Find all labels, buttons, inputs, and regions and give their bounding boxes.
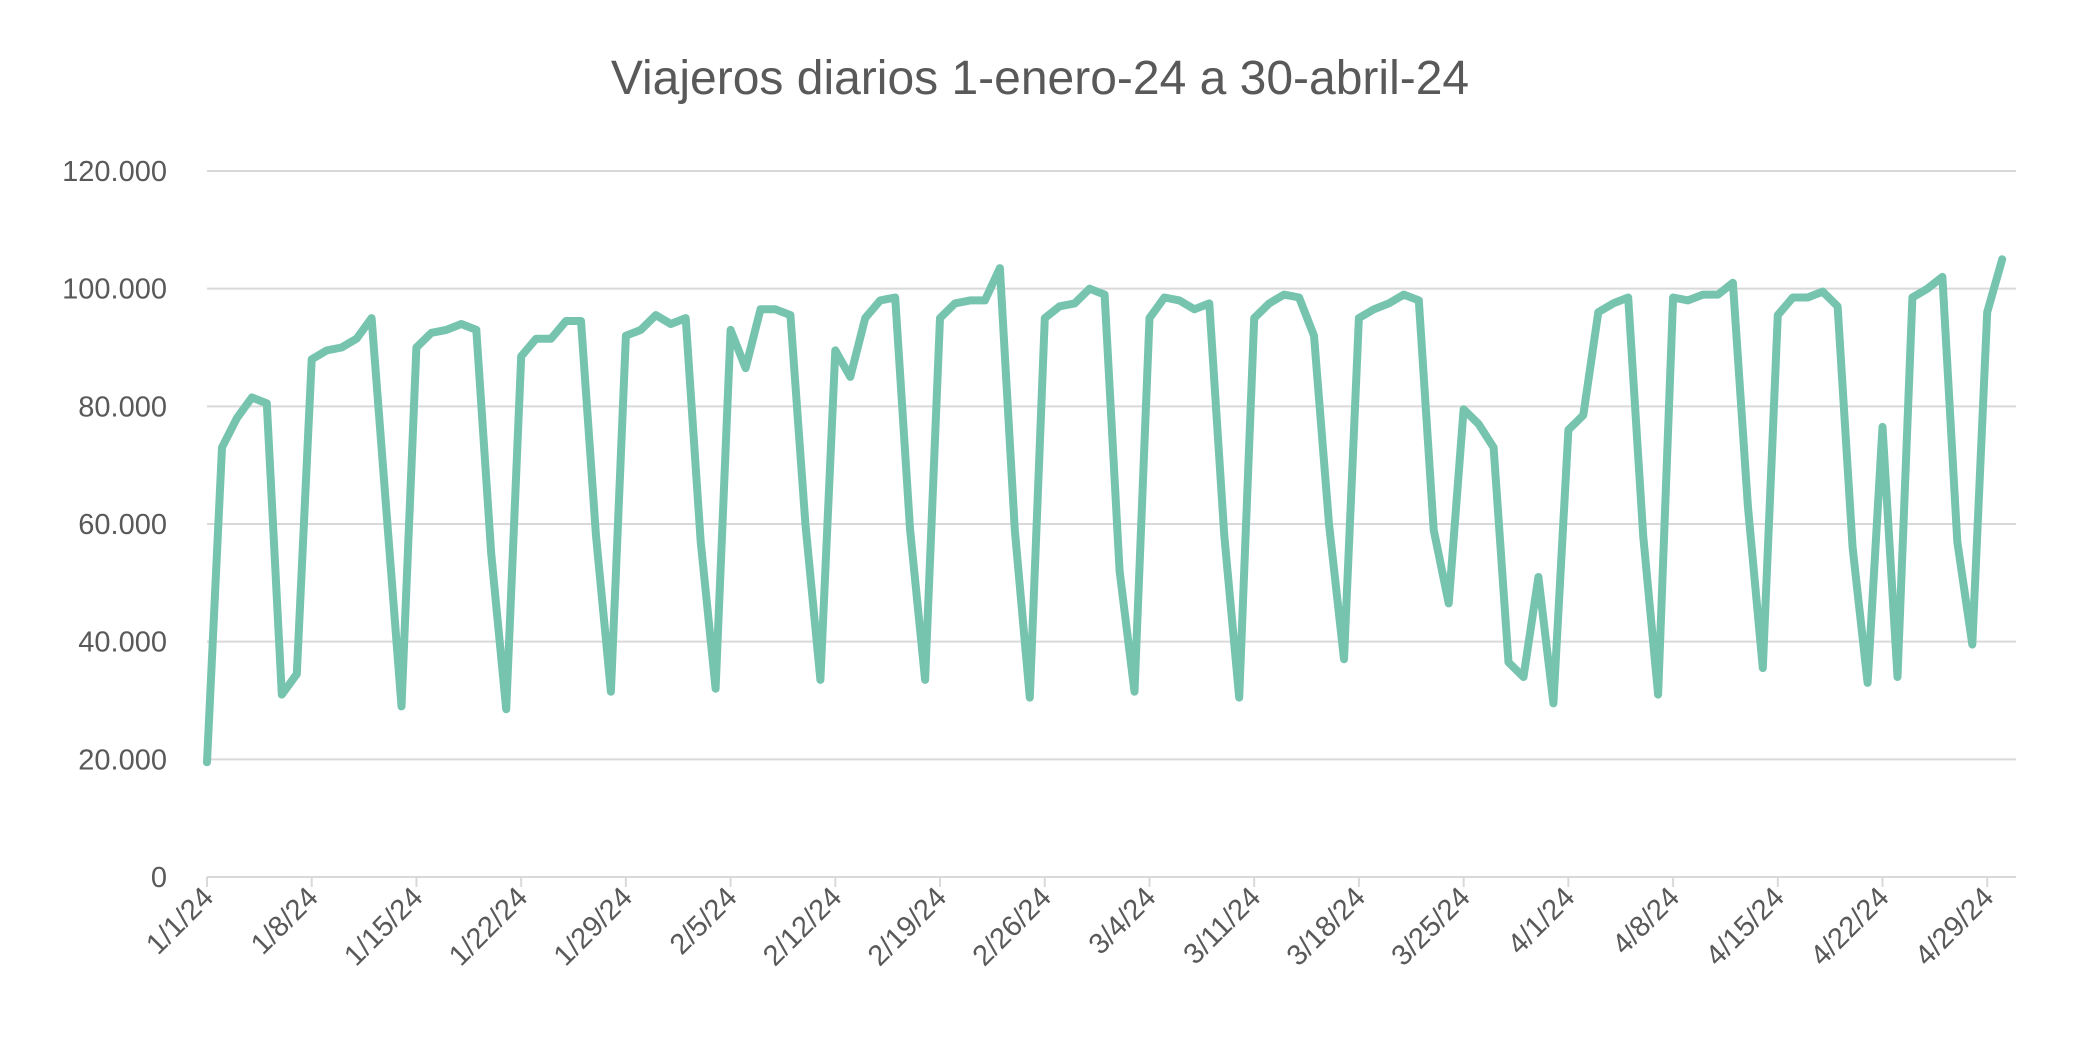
x-tick-label: 2/5/24 bbox=[664, 881, 744, 961]
y-tick-label: 20.000 bbox=[78, 744, 167, 776]
x-tick-label: 4/22/24 bbox=[1804, 881, 1895, 972]
series-line bbox=[203, 255, 2007, 767]
x-tick-label: 2/12/24 bbox=[757, 881, 848, 972]
x-tick-label: 2/19/24 bbox=[862, 881, 953, 972]
x-tick-label: 1/8/24 bbox=[245, 881, 325, 961]
x-tick-label: 4/1/24 bbox=[1502, 881, 1582, 961]
x-tick-label: 1/22/24 bbox=[443, 881, 534, 972]
y-axis: 0 20.000 40.000 60.000 80.000 100.000 120.000 bbox=[62, 156, 167, 894]
x-tick-label: 3/11/24 bbox=[1178, 881, 1268, 971]
series-line-group bbox=[203, 255, 2007, 767]
x-tick-label: 1/29/24 bbox=[548, 881, 639, 972]
chart-title: Viajeros diarios 1-enero-24 a 30-abril-2… bbox=[611, 52, 1469, 105]
y-tick-label: 60.000 bbox=[78, 509, 167, 541]
x-tick-label: 4/29/24 bbox=[1909, 881, 2000, 972]
x-tick-label: 4/8/24 bbox=[1606, 881, 1686, 961]
x-tick-label: 3/25/24 bbox=[1386, 881, 1477, 972]
y-tick-label: 40.000 bbox=[78, 627, 167, 659]
x-tick-label: 3/4/24 bbox=[1083, 881, 1163, 961]
x-axis: 1/1/24 1/8/24 1/15/24 1/22/24 1/29/24 2/5/24 2… bbox=[140, 877, 2000, 972]
x-tick-label: 3/18/24 bbox=[1281, 881, 1372, 972]
x-tick-label: 4/15/24 bbox=[1700, 881, 1791, 972]
x-tick-label: 1/15/24 bbox=[338, 881, 429, 972]
y-tick-label: 100.000 bbox=[62, 274, 167, 306]
y-tick-label: 0 bbox=[151, 862, 167, 894]
y-tick-label: 120.000 bbox=[62, 156, 167, 188]
x-tick-label: 2/26/24 bbox=[967, 881, 1058, 972]
gridlines bbox=[207, 170, 2016, 878]
y-tick-label: 80.000 bbox=[78, 391, 167, 423]
